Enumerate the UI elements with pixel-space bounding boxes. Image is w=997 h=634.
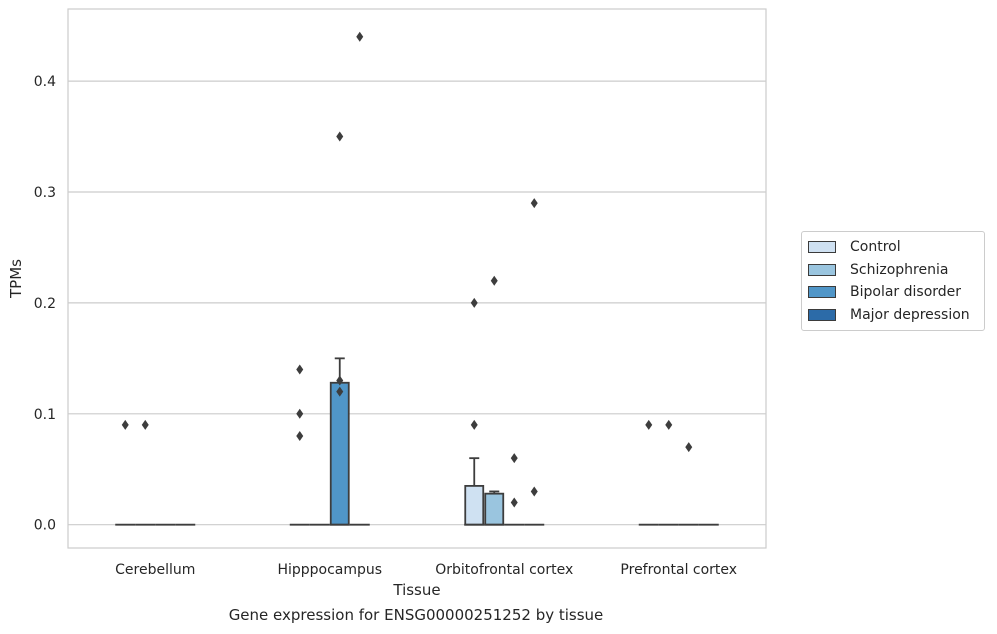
outlier-point (336, 386, 344, 397)
outlier-point (685, 442, 693, 453)
outlier-point (665, 419, 673, 430)
box-2-1 (484, 490, 505, 526)
y-axis-label: TPMs (7, 259, 25, 299)
legend-item: Major depression (802, 304, 984, 327)
y-tick-label: 0.2 (34, 296, 56, 312)
outlier-point (141, 419, 149, 430)
outlier-point (470, 419, 478, 430)
y-tick-label: 0.4 (34, 74, 56, 90)
y-tick-labels: 0.0 0.1 0.2 0.3 0.4 (34, 74, 56, 534)
legend-item: Bipolar disorder (802, 281, 984, 304)
outlier-point (336, 375, 344, 386)
legend-label: Schizophrenia (850, 261, 949, 278)
outlier-point (296, 430, 304, 441)
legend-swatch (808, 308, 836, 321)
y-tick-label: 0.3 (34, 185, 56, 201)
x-tick-label: Prefrontal cortex (620, 562, 737, 578)
x-tick-label: Hipppocampus (277, 562, 382, 578)
chart-caption: Gene expression for ENSG00000251252 by t… (228, 606, 604, 624)
legend: Control Schizophrenia Bipolar disorder Majo… (801, 231, 985, 331)
box-plots (115, 357, 719, 526)
grid-lines (68, 80, 766, 526)
outlier-point (356, 31, 364, 42)
outlier-points (121, 31, 693, 508)
box-body (464, 484, 485, 526)
outlier-point (530, 486, 538, 497)
outlier-point (530, 198, 538, 209)
legend-item: Schizophrenia (802, 259, 984, 282)
legend-label: Major depression (850, 306, 970, 323)
outlier-point (296, 408, 304, 419)
x-tick-label: Orbitofrontal cortex (435, 562, 573, 578)
outlier-point (470, 297, 478, 308)
x-tick-label: Cerebellum (115, 562, 195, 578)
outlier-point (510, 497, 518, 508)
box-body (484, 492, 505, 526)
box-body (329, 381, 350, 526)
plot-frame (67, 8, 767, 549)
y-tick-label: 0.0 (34, 518, 56, 534)
x-axis-label: Tissue (392, 581, 440, 599)
outlier-point (490, 275, 498, 286)
box-2-0 (464, 457, 485, 526)
outlier-point (645, 419, 653, 430)
x-tick-labels: Cerebellum Hipppocampus Orbitofrontal cort… (115, 562, 737, 578)
outlier-point (296, 364, 304, 375)
legend-label: Control (850, 239, 901, 256)
outlier-point (510, 453, 518, 464)
y-tick-label: 0.1 (34, 407, 56, 423)
legend-swatch (808, 286, 836, 299)
outlier-point (336, 131, 344, 142)
legend-label: Bipolar disorder (850, 284, 962, 301)
outlier-point (121, 419, 129, 430)
legend-swatch (808, 263, 836, 276)
legend-item: Control (802, 236, 984, 259)
legend-swatch (808, 241, 836, 254)
